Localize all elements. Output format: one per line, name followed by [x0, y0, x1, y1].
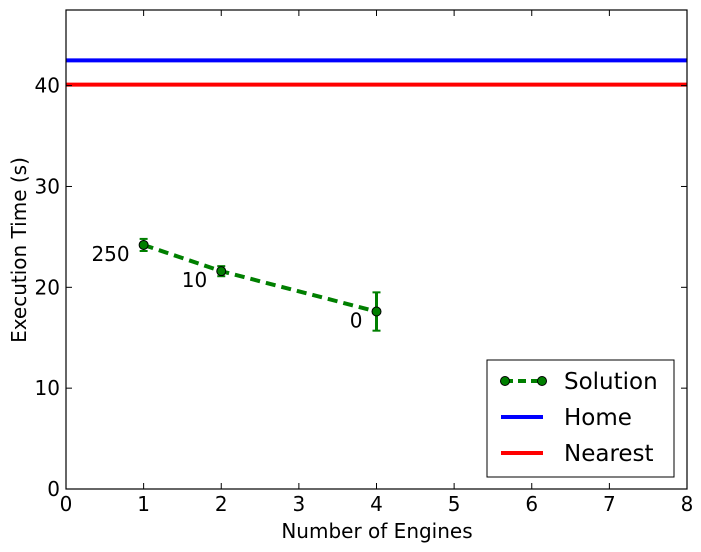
reference-lines — [66, 58, 687, 87]
solution-series — [138, 239, 382, 317]
x-tick-label: 3 — [293, 492, 306, 516]
data-point — [371, 306, 382, 317]
x-tick-label: 1 — [137, 492, 150, 516]
point-labels: 250 10 0 — [91, 242, 362, 333]
y-tick-label: 20 — [35, 275, 60, 299]
point-label: 250 — [91, 242, 129, 266]
y-tick-label: 40 — [35, 74, 60, 98]
data-point — [216, 266, 227, 277]
x-tick-label: 5 — [448, 492, 461, 516]
legend: Solution Home Nearest — [486, 359, 675, 478]
point-label: 0 — [350, 309, 363, 333]
y-tick-label: 10 — [35, 376, 60, 400]
point-label: 10 — [182, 268, 207, 292]
y-axis-label: Execution Time (s) — [7, 157, 31, 343]
legend-solution-label: Solution — [564, 369, 658, 395]
legend-solution-marker — [537, 376, 547, 386]
x-tick-label: 7 — [603, 492, 616, 516]
legend-home-label: Home — [564, 405, 632, 431]
x-tick-label: 2 — [215, 492, 228, 516]
legend-nearest-label: Nearest — [564, 441, 654, 467]
data-point — [138, 239, 149, 250]
y-tick-label: 0 — [47, 477, 60, 501]
x-tick-label: 0 — [60, 492, 73, 516]
x-tick-label: 4 — [370, 492, 383, 516]
x-tick-label: 6 — [525, 492, 538, 516]
legend-solution-marker — [500, 376, 510, 386]
x-tick-label: 8 — [681, 492, 694, 516]
y-tick-label: 30 — [35, 174, 60, 198]
x-axis-label: Number of Engines — [281, 519, 472, 543]
axes: 0 1 2 3 4 5 6 7 8 0 10 20 30 40 — [35, 9, 694, 516]
